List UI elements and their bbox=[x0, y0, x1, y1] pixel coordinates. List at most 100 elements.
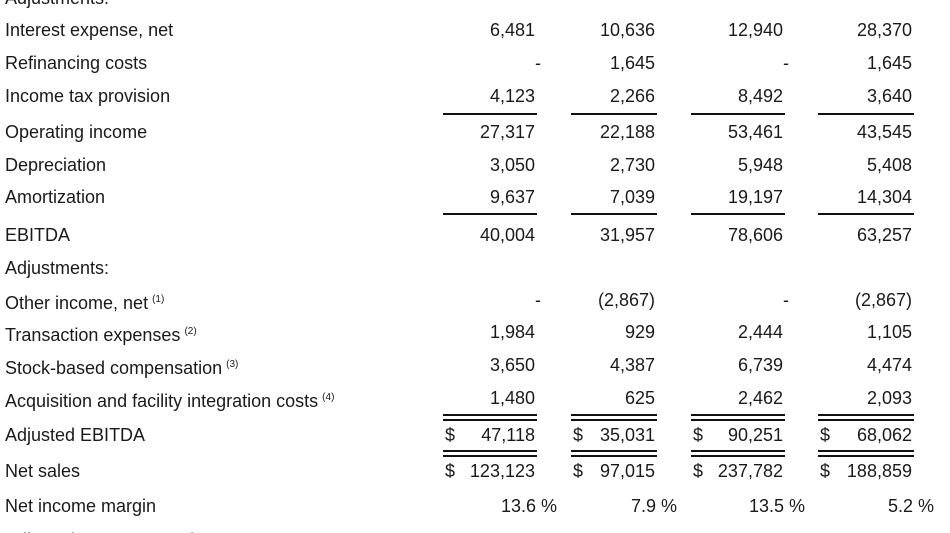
value-cell: 123,123 bbox=[469, 461, 535, 481]
underline-rule bbox=[443, 113, 537, 115]
currency-sign: $ bbox=[693, 461, 704, 481]
value-cell: 3,050 bbox=[489, 155, 535, 175]
value-cell: 63,257 bbox=[856, 225, 912, 245]
value-cell: 5.2 % bbox=[887, 496, 934, 516]
value-cell: 90,251 bbox=[727, 425, 783, 445]
row-label: Transaction expenses (2) bbox=[5, 321, 197, 346]
value-cell: 2,093 bbox=[866, 388, 912, 408]
row-label: Adjustments: bbox=[5, 257, 109, 279]
label-text: Other income, net bbox=[5, 293, 149, 313]
row-label: Stock-based compensation (3) bbox=[5, 354, 238, 379]
underline-rule bbox=[443, 455, 537, 457]
value-cell: 97,015 bbox=[599, 461, 655, 481]
currency-sign: $ bbox=[573, 425, 584, 445]
value-cell: 10,636 bbox=[599, 20, 655, 40]
underline-rule bbox=[571, 455, 657, 457]
value-cell: 13.6 % bbox=[500, 496, 557, 516]
row-label: EBITDA bbox=[5, 224, 70, 246]
footnote-marker: (2) bbox=[184, 326, 197, 337]
value-cell: 8,492 bbox=[737, 86, 783, 106]
value-cell: 5,408 bbox=[866, 155, 912, 175]
value-cell: (2,867) bbox=[854, 290, 912, 310]
value-cell: 1,480 bbox=[489, 388, 535, 408]
row-label: Net sales bbox=[5, 460, 80, 482]
underline-rule bbox=[818, 213, 914, 215]
row-label: Adjusted EBITDA Margin bbox=[5, 529, 204, 533]
value-cell: 3,650 bbox=[489, 355, 535, 375]
value-cell: (2,867) bbox=[597, 290, 655, 310]
value-cell: 929 bbox=[624, 322, 655, 342]
value-cell: 53,461 bbox=[727, 122, 783, 142]
value-cell: 12,940 bbox=[727, 20, 783, 40]
value-cell: 28,370 bbox=[856, 20, 912, 40]
label-text: EBITDA bbox=[5, 225, 71, 245]
value-cell: 40,004 bbox=[479, 225, 535, 245]
value-cell: 36.1 % bbox=[621, 529, 677, 533]
row-label: Refinancing costs bbox=[5, 52, 147, 74]
underline-rule bbox=[443, 414, 537, 416]
underline-rule bbox=[691, 419, 785, 421]
value-cell: 3,640 bbox=[866, 86, 912, 106]
label-text: Net sales bbox=[5, 461, 81, 481]
label-text: Depreciation bbox=[5, 155, 107, 175]
value-cell: 6,481 bbox=[489, 20, 535, 40]
underline-rule bbox=[818, 414, 914, 416]
underline-rule bbox=[571, 419, 657, 421]
row-label: Interest expense, net bbox=[5, 19, 173, 41]
value-cell: 1,105 bbox=[866, 322, 912, 342]
value-cell: 7,039 bbox=[609, 187, 655, 207]
value-cell: 13.5 % bbox=[748, 496, 805, 516]
underline-rule bbox=[818, 450, 914, 452]
value-cell: - bbox=[535, 290, 541, 310]
underline-rule bbox=[818, 455, 914, 457]
value-cell: 1,645 bbox=[609, 53, 655, 73]
underline-rule bbox=[818, 113, 914, 115]
row-label: Other income, net (1) bbox=[5, 289, 164, 314]
label-text: Transaction expenses bbox=[5, 325, 181, 345]
value-cell: 38.0 % bbox=[749, 529, 805, 533]
underline-rule bbox=[691, 113, 785, 115]
value-cell: 36.0 % bbox=[878, 529, 934, 533]
row-label: Net income margin bbox=[5, 495, 156, 517]
label-text: Stock-based compensation bbox=[5, 358, 223, 378]
underline-rule bbox=[443, 450, 537, 452]
value-cell: 188,859 bbox=[846, 461, 912, 481]
value-cell: 4,474 bbox=[866, 355, 912, 375]
footnote-marker: (4) bbox=[322, 392, 335, 403]
value-cell: 9,637 bbox=[489, 187, 535, 207]
underline-rule bbox=[691, 213, 785, 215]
underline-rule bbox=[691, 414, 785, 416]
value-cell: 38.3 % bbox=[501, 529, 557, 533]
label-text: Adjusted EBITDA Margin bbox=[5, 530, 204, 533]
value-cell: 2,730 bbox=[609, 155, 655, 175]
value-cell: 1,984 bbox=[489, 322, 535, 342]
label-text: Refinancing costs bbox=[5, 53, 148, 73]
value-cell: 43,545 bbox=[856, 122, 912, 142]
underline-rule bbox=[571, 213, 657, 215]
value-cell: 68,062 bbox=[856, 425, 912, 445]
value-cell: 625 bbox=[624, 388, 655, 408]
value-cell: 22,188 bbox=[599, 122, 655, 142]
footnote-marker: (1) bbox=[152, 294, 165, 305]
label-text: Adjustments: bbox=[5, 258, 110, 278]
label-text: Interest expense, net bbox=[5, 20, 174, 40]
value-cell: 47,118 bbox=[481, 425, 535, 445]
row-label: Operating income bbox=[5, 121, 147, 143]
value-cell: 4,387 bbox=[609, 355, 655, 375]
row-label: Adjusted EBITDA bbox=[5, 424, 145, 446]
currency-sign: $ bbox=[573, 461, 584, 481]
currency-sign: $ bbox=[820, 461, 831, 481]
row-label: Depreciation bbox=[5, 154, 106, 176]
value-cell: 5,948 bbox=[737, 155, 783, 175]
value-cell: 2,462 bbox=[737, 388, 783, 408]
label-text: Acquisition and facility integration cos… bbox=[5, 391, 319, 411]
value-cell: 78,606 bbox=[727, 225, 783, 245]
row-label: Amortization bbox=[5, 186, 105, 208]
underline-rule bbox=[691, 450, 785, 452]
underline-rule bbox=[443, 213, 537, 215]
label-text: Adjusted EBITDA bbox=[5, 425, 146, 445]
value-cell: 19,197 bbox=[727, 187, 783, 207]
label-text: Income tax provision bbox=[5, 86, 171, 106]
currency-sign: $ bbox=[820, 425, 831, 445]
